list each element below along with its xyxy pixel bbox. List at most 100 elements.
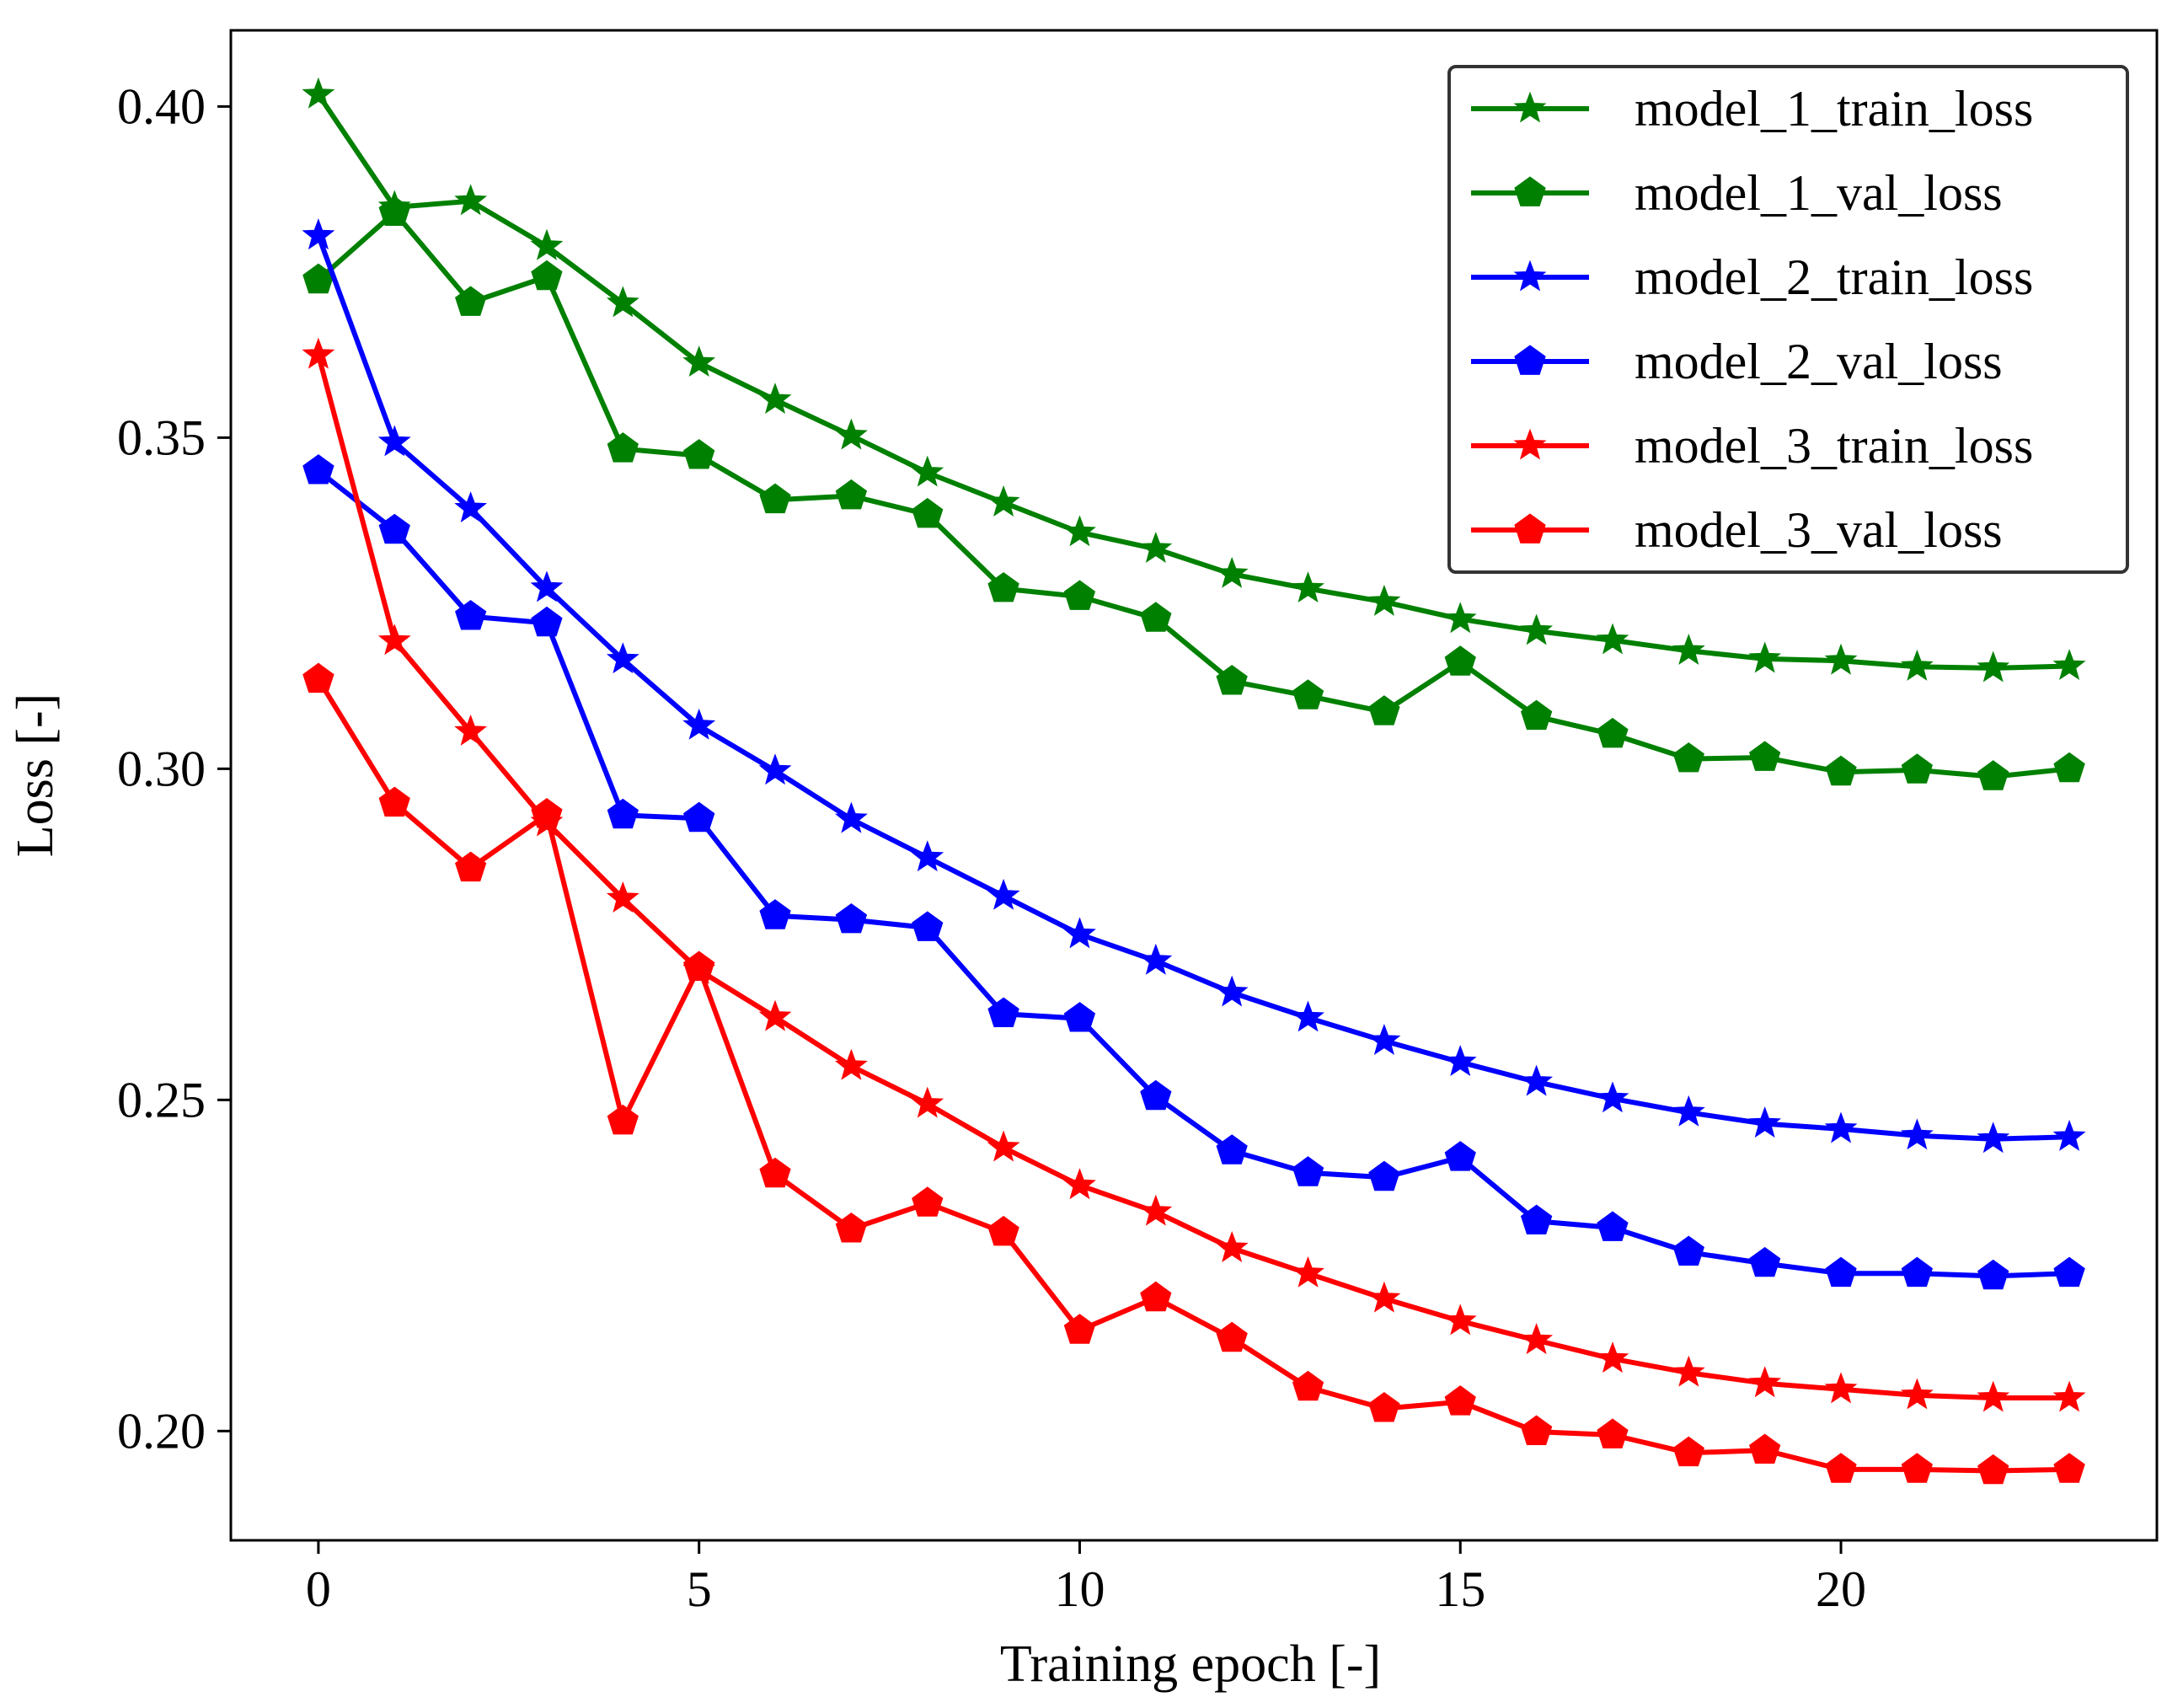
data-point <box>683 801 715 833</box>
data-point <box>1215 975 1249 1007</box>
data-point <box>1444 645 1476 676</box>
data-point <box>1063 917 1096 949</box>
data-point <box>1977 1122 2010 1154</box>
data-point <box>378 513 410 544</box>
y-tick-label: 0.40 <box>117 78 206 134</box>
data-point <box>1672 1436 1704 1467</box>
data-point <box>758 753 792 785</box>
data-point <box>1140 602 1172 632</box>
data-point <box>1368 695 1400 725</box>
data-point <box>1672 1095 1705 1127</box>
data-point <box>606 642 639 674</box>
data-point <box>1900 1118 1934 1150</box>
data-point <box>835 1212 868 1243</box>
data-point <box>302 337 335 369</box>
data-point <box>1597 1418 1629 1448</box>
data-point <box>1520 699 1553 731</box>
data-point <box>1672 742 1704 773</box>
data-point <box>1977 1380 2010 1412</box>
data-point <box>759 483 791 514</box>
data-point <box>454 491 488 522</box>
data-point <box>1139 943 1173 975</box>
data-point <box>1520 1323 1554 1355</box>
data-point <box>1292 679 1324 709</box>
data-point <box>834 801 868 833</box>
legend-marker <box>1514 345 1546 375</box>
data-point <box>1292 1256 1324 1288</box>
data-point <box>835 902 868 934</box>
data-point <box>2053 1256 2085 1288</box>
legend-marker <box>1513 91 1547 123</box>
data-point <box>758 999 792 1031</box>
data-point <box>1063 515 1096 547</box>
data-point <box>1672 1355 1705 1387</box>
data-point <box>531 797 563 828</box>
data-point <box>1140 1079 1172 1111</box>
legend-entry: model_3_train_loss <box>1471 418 2033 474</box>
x-tick-label: 10 <box>1054 1561 1105 1617</box>
data-point <box>302 77 335 109</box>
data-point <box>378 786 410 817</box>
axes-frame <box>229 29 2159 1542</box>
data-point <box>1977 1259 2009 1290</box>
data-point <box>1443 1304 1477 1336</box>
data-point <box>530 570 564 602</box>
data-point <box>1292 1370 1324 1401</box>
data-point <box>1824 643 1858 675</box>
data-point <box>1749 741 1781 771</box>
data-point <box>834 418 868 450</box>
data-point <box>1367 1023 1401 1055</box>
legend-label: model_3_train_loss <box>1635 418 2033 474</box>
data-point <box>911 1086 944 1118</box>
data-point <box>1672 633 1705 665</box>
data-point <box>1063 1168 1096 1200</box>
data-point <box>1596 1081 1629 1113</box>
x-tick-label: 0 <box>306 1561 331 1617</box>
legend-entry: model_1_val_loss <box>1471 165 2003 221</box>
data-point <box>302 662 334 693</box>
series-line <box>316 93 2070 671</box>
data-point <box>835 479 868 510</box>
data-point <box>377 425 411 457</box>
data-point <box>1292 1000 1324 1032</box>
data-point <box>531 260 563 291</box>
data-point <box>1216 664 1248 695</box>
series-model_3_val_loss <box>302 662 2085 1485</box>
legend-entry: model_2_val_loss <box>1471 334 2003 389</box>
data-point <box>759 1157 791 1188</box>
legend-entry: model_3_val_loss <box>1471 502 2003 558</box>
data-point <box>682 345 716 377</box>
y-tick-label: 0.20 <box>117 1403 206 1459</box>
data-point <box>2052 649 2086 681</box>
data-point <box>607 798 639 829</box>
data-point <box>1139 1194 1173 1226</box>
data-point <box>1596 623 1629 655</box>
legend-label: model_3_val_loss <box>1635 502 2003 558</box>
data-point <box>1292 1156 1324 1186</box>
legend-marker <box>1514 513 1546 543</box>
data-point <box>377 624 411 656</box>
data-point <box>1825 755 1857 786</box>
data-point <box>607 432 639 463</box>
data-point <box>1748 1106 1782 1138</box>
data-point <box>1597 1211 1629 1241</box>
series-model_2_val_loss <box>302 454 2085 1290</box>
data-point <box>455 851 487 882</box>
series-line <box>316 234 2070 1142</box>
data-point <box>1444 1141 1476 1171</box>
data-point <box>682 708 716 740</box>
data-point <box>455 599 487 630</box>
data-point <box>1367 584 1401 616</box>
data-point <box>987 571 1019 602</box>
data-point <box>455 286 487 316</box>
data-point <box>683 950 715 981</box>
data-point <box>1900 1378 1934 1410</box>
x-tick-label: 15 <box>1435 1561 1485 1617</box>
y-tick-label: 0.25 <box>117 1072 206 1127</box>
data-point <box>987 1130 1020 1162</box>
legend-label: model_1_train_loss <box>1635 81 2033 137</box>
legend-marker <box>1514 176 1546 206</box>
data-point <box>1749 1246 1781 1277</box>
data-point <box>606 881 639 913</box>
data-point <box>1368 1160 1400 1191</box>
